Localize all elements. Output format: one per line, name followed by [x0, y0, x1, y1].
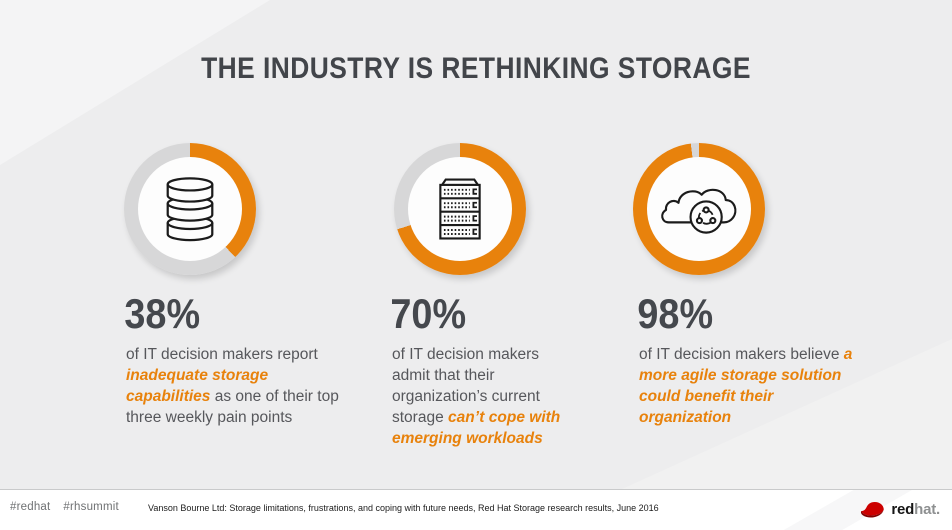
logo-red: red	[891, 501, 915, 518]
server-icon	[435, 177, 485, 241]
donut-hole	[647, 157, 751, 261]
donut-chart	[633, 143, 765, 275]
footer: #redhat #rhsummit Vanson Bourne Ltd: Stor…	[0, 489, 952, 530]
cloud-sync-icon	[658, 180, 740, 238]
donut-hole	[138, 157, 242, 261]
hashtag-redhat: #redhat	[10, 501, 51, 513]
redhat-logo: redhat.	[859, 499, 940, 520]
stat-description: of IT decision makers admit that their o…	[392, 346, 561, 447]
hashtag-rhsummit: #rhsummit	[63, 501, 119, 513]
stat-description: of IT decision makers believe a more agi…	[639, 346, 853, 426]
source-citation: Vanson Bourne Ltd: Storage limitations, …	[148, 503, 659, 513]
stat-card: 38% of IT decision makers report inadequ…	[110, 143, 340, 428]
donut-chart	[124, 143, 256, 275]
logo-text: redhat.	[891, 501, 940, 518]
fedora-icon	[861, 502, 885, 518]
stat-value: 38%	[124, 290, 201, 337]
donut-hole	[408, 157, 512, 261]
stat-card: 70% of IT decision makers admit that the…	[376, 143, 581, 449]
stat-value: 98%	[637, 290, 714, 337]
database-icon	[164, 176, 216, 242]
page-title: THE INDUSTRY IS RETHINKING STORAGE	[201, 52, 751, 85]
hashtags: #redhat #rhsummit	[10, 501, 132, 513]
stat-description: of IT decision makers report inadequate …	[126, 346, 339, 426]
stat-card: 98% of IT decision makers believe a more…	[623, 143, 858, 428]
donut-chart	[394, 143, 526, 275]
logo-hat: hat.	[914, 501, 940, 518]
stat-value: 70%	[390, 290, 467, 337]
